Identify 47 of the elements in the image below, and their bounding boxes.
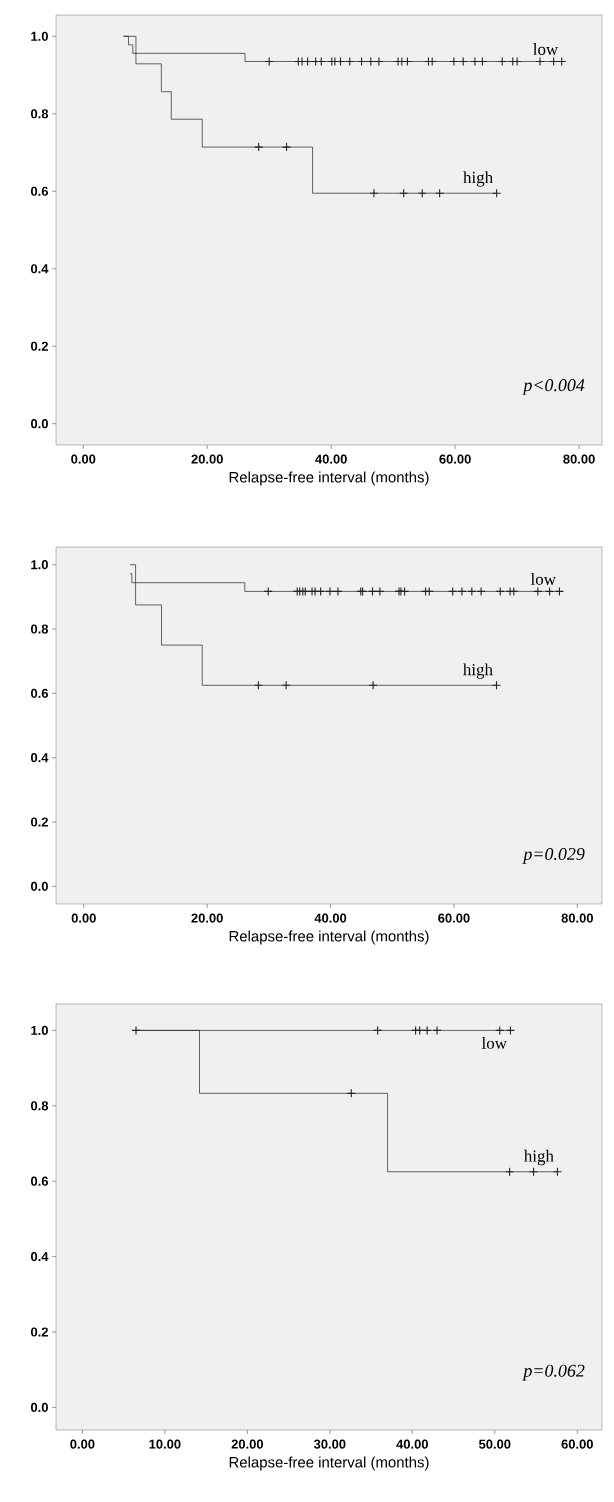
y-tick-label: 0.4 — [30, 1252, 49, 1262]
x-axis-title: Relapse-free interval (months) — [229, 930, 429, 945]
y-tick-label: 1.0 — [31, 1025, 48, 1035]
annotation: p=0.062 — [522, 1364, 585, 1381]
x-tick-label: 20.00 — [191, 913, 223, 923]
x-tick-label: 40.00 — [314, 913, 347, 923]
y-tick-label: 0.2 — [30, 817, 48, 827]
annotation: p<0.004 — [522, 379, 585, 395]
x-tick-label: 80.00 — [563, 454, 595, 464]
y-tick-label: 0.0 — [30, 419, 48, 429]
x-tick-label: 60.00 — [438, 913, 470, 923]
x-tick-label: 80.00 — [561, 913, 593, 923]
y-tick-label: 1.0 — [31, 31, 48, 41]
x-tick-label: 20.00 — [191, 454, 223, 464]
series-label: high — [524, 1149, 554, 1166]
x-axis-title: Relapse-free interval (months) — [229, 471, 429, 486]
y-tick-label: 0.8 — [30, 624, 49, 634]
annotation: p=0.029 — [522, 847, 585, 864]
x-tick-label: 0.00 — [71, 454, 96, 464]
x-tick-label: 50.00 — [478, 1439, 511, 1449]
y-tick-label: 1.0 — [31, 560, 48, 570]
y-tick-label: 0.8 — [30, 109, 49, 119]
x-tick-label: 40.00 — [315, 454, 347, 464]
x-tick-label: 40.00 — [396, 1439, 428, 1449]
y-tick-label: 0.2 — [30, 1327, 48, 1337]
series-label: high — [463, 663, 493, 679]
series-label: low — [533, 43, 559, 55]
y-tick-label: 0.4 — [30, 264, 49, 274]
x-tick-label: 60.00 — [561, 1439, 593, 1449]
y-tick-label: 0.0 — [30, 1402, 48, 1412]
x-axis-title: Relapse-free interval (months) — [229, 1456, 429, 1471]
y-tick-label: 0.4 — [30, 753, 49, 763]
x-tick-label: 0.00 — [71, 913, 96, 923]
y-tick-label: 0.8 — [30, 1101, 49, 1111]
series-label: low — [530, 572, 556, 585]
y-tick-label: 0.2 — [30, 341, 48, 351]
y-tick-label: 0.6 — [30, 186, 49, 196]
x-tick-label: 10.00 — [149, 1439, 181, 1449]
x-tick-label: 0.00 — [70, 1439, 95, 1449]
x-tick-label: 60.00 — [439, 454, 471, 464]
x-tick-label: 20.00 — [231, 1439, 264, 1449]
y-tick-label: 0.0 — [30, 881, 48, 891]
series-label: low — [481, 1036, 507, 1049]
x-tick-label: 30.00 — [313, 1439, 346, 1449]
y-tick-label: 0.6 — [30, 688, 49, 698]
y-tick-label: 0.6 — [30, 1176, 49, 1186]
series-label: high — [463, 171, 493, 187]
